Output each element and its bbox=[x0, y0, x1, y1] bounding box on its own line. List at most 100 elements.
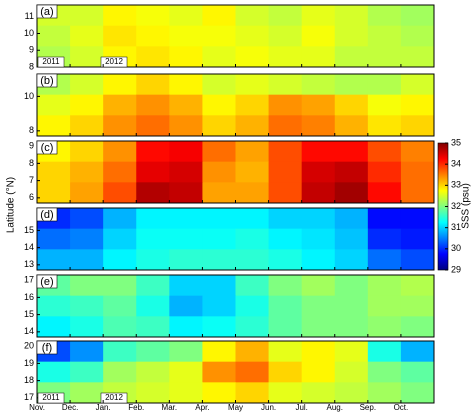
heat-cell bbox=[37, 94, 71, 116]
panel-label: (a) bbox=[40, 6, 53, 18]
heat-cell bbox=[301, 361, 336, 383]
heat-cell bbox=[235, 161, 270, 183]
heat-cell bbox=[268, 316, 303, 338]
heat-cell bbox=[70, 275, 104, 297]
heat-cell bbox=[103, 161, 137, 183]
year-label: 2012 bbox=[105, 57, 123, 66]
heat-cell bbox=[70, 249, 104, 271]
heat-cell bbox=[301, 182, 336, 204]
panel-label: (c) bbox=[41, 142, 54, 154]
heat-cell bbox=[169, 382, 203, 404]
panel-label: (b) bbox=[40, 75, 53, 87]
heat-cell bbox=[37, 25, 71, 47]
year-label-box bbox=[37, 56, 65, 68]
heat-cell bbox=[37, 228, 71, 250]
heat-cell bbox=[136, 115, 170, 137]
heat-cell bbox=[334, 182, 369, 204]
heat-cell bbox=[136, 161, 170, 183]
heat-cell bbox=[136, 141, 170, 163]
heat-cell bbox=[367, 46, 402, 68]
colorbar-label: SSS (psu) bbox=[461, 183, 472, 229]
x-tick-label: Aug. bbox=[327, 403, 343, 412]
heat-cell bbox=[235, 275, 270, 297]
heat-cell bbox=[202, 228, 236, 250]
heat-cell bbox=[334, 295, 369, 317]
heat-cell bbox=[301, 316, 336, 338]
heat-cell bbox=[268, 25, 303, 47]
y-tick-label: 14 bbox=[24, 242, 34, 252]
x-tick-label: Nov. bbox=[29, 403, 45, 412]
heat-cell bbox=[169, 341, 203, 363]
heat-cell bbox=[334, 5, 369, 27]
heat-cell bbox=[301, 382, 336, 404]
heat-cell bbox=[334, 382, 369, 404]
heat-cell bbox=[70, 228, 104, 250]
heat-cell bbox=[367, 341, 402, 363]
heat-cell bbox=[202, 249, 236, 271]
heat-cell bbox=[334, 161, 369, 183]
heat-cell bbox=[301, 295, 336, 317]
heat-cell bbox=[202, 161, 236, 183]
heat-cell bbox=[103, 115, 137, 137]
y-tick-label: 14 bbox=[24, 326, 34, 336]
heat-cell bbox=[235, 208, 270, 230]
y-tick-label: 8 bbox=[29, 158, 34, 168]
y-tick-label: 13 bbox=[24, 259, 34, 269]
heat-cell bbox=[136, 341, 170, 363]
heat-cell bbox=[70, 161, 104, 183]
panel-label-box bbox=[36, 4, 58, 19]
heat-cell bbox=[70, 94, 104, 116]
colorbar-tick-label: 31 bbox=[451, 222, 461, 232]
heat-cell bbox=[334, 115, 369, 137]
heat-cell bbox=[169, 275, 203, 297]
year-label: 2011 bbox=[42, 57, 60, 66]
heat-cell bbox=[268, 46, 303, 68]
heat-cell bbox=[202, 382, 236, 404]
heat-cell bbox=[235, 74, 270, 96]
heat-cell bbox=[301, 141, 336, 163]
x-tick-label: Dec. bbox=[62, 403, 78, 412]
heat-cell bbox=[334, 94, 369, 116]
heat-cell bbox=[169, 208, 203, 230]
heat-cell bbox=[367, 361, 402, 383]
year-label-box bbox=[100, 392, 128, 404]
heat-cell bbox=[268, 361, 303, 383]
heat-cell bbox=[268, 182, 303, 204]
year-label: 2011 bbox=[42, 393, 60, 402]
panel-label: (f) bbox=[42, 342, 52, 354]
heat-cell bbox=[235, 382, 270, 404]
x-tick-label: Mar. bbox=[162, 403, 178, 412]
y-tick-label: 10 bbox=[24, 91, 34, 101]
heat-cell bbox=[103, 141, 137, 163]
heat-cell bbox=[202, 182, 236, 204]
y-tick-label: 6 bbox=[29, 192, 34, 202]
heat-cell bbox=[169, 228, 203, 250]
heat-cell bbox=[334, 46, 369, 68]
heat-cell bbox=[169, 25, 203, 47]
colorbar-tick-label: 29 bbox=[451, 264, 461, 274]
heat-cell bbox=[202, 46, 236, 68]
heat-cell bbox=[103, 316, 137, 338]
heat-cell bbox=[169, 361, 203, 383]
colorbar-tick-label: 35 bbox=[451, 137, 461, 147]
x-tick-label: Feb. bbox=[128, 403, 144, 412]
heat-cell bbox=[70, 46, 104, 68]
y-tick-label: 10 bbox=[24, 28, 34, 38]
heat-cell bbox=[136, 74, 170, 96]
heat-cell bbox=[202, 208, 236, 230]
panel-label-box bbox=[36, 274, 58, 289]
x-tick-label: Apr. bbox=[195, 403, 209, 412]
heat-cell bbox=[202, 74, 236, 96]
y-tick-label: 8 bbox=[29, 61, 34, 71]
heat-cell bbox=[70, 141, 104, 163]
heat-cell bbox=[136, 295, 170, 317]
heat-cell bbox=[136, 249, 170, 271]
heat-cell bbox=[400, 249, 435, 271]
heat-cell bbox=[400, 295, 435, 317]
heat-cell bbox=[334, 25, 369, 47]
heat-cell bbox=[103, 5, 137, 27]
y-tick-label: 20 bbox=[24, 341, 34, 351]
heat-cell bbox=[400, 228, 435, 250]
heat-cell bbox=[70, 208, 104, 230]
heat-cell bbox=[103, 182, 137, 204]
